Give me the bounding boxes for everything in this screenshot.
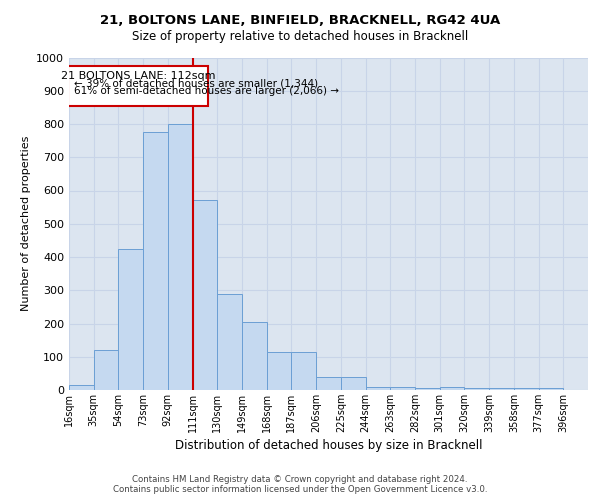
Bar — [94, 350, 118, 390]
Bar — [539, 388, 563, 390]
Bar — [514, 388, 539, 390]
Text: 61% of semi-detached houses are larger (2,066) →: 61% of semi-detached houses are larger (… — [74, 86, 338, 96]
Bar — [267, 352, 292, 390]
Bar — [489, 388, 514, 390]
Bar — [118, 248, 143, 390]
Bar — [242, 322, 267, 390]
Text: 21 BOLTONS LANE: 112sqm: 21 BOLTONS LANE: 112sqm — [61, 71, 215, 81]
Bar — [69, 385, 94, 390]
Y-axis label: Number of detached properties: Number of detached properties — [20, 136, 31, 312]
Bar — [292, 352, 316, 390]
Bar — [316, 376, 341, 390]
Bar — [365, 386, 390, 390]
Bar — [217, 294, 242, 390]
X-axis label: Distribution of detached houses by size in Bracknell: Distribution of detached houses by size … — [175, 439, 482, 452]
Text: 21, BOLTONS LANE, BINFIELD, BRACKNELL, RG42 4UA: 21, BOLTONS LANE, BINFIELD, BRACKNELL, R… — [100, 14, 500, 27]
Bar — [341, 376, 365, 390]
Bar — [193, 200, 217, 390]
Bar — [415, 388, 440, 390]
Bar — [390, 386, 415, 390]
Bar — [464, 388, 489, 390]
Text: Size of property relative to detached houses in Bracknell: Size of property relative to detached ho… — [132, 30, 468, 43]
Bar — [168, 124, 193, 390]
Bar — [68, 66, 208, 106]
Bar — [440, 386, 464, 390]
Text: ← 39% of detached houses are smaller (1,344): ← 39% of detached houses are smaller (1,… — [74, 78, 317, 88]
Text: Contains HM Land Registry data © Crown copyright and database right 2024.
Contai: Contains HM Land Registry data © Crown c… — [113, 474, 487, 494]
Bar — [143, 132, 168, 390]
